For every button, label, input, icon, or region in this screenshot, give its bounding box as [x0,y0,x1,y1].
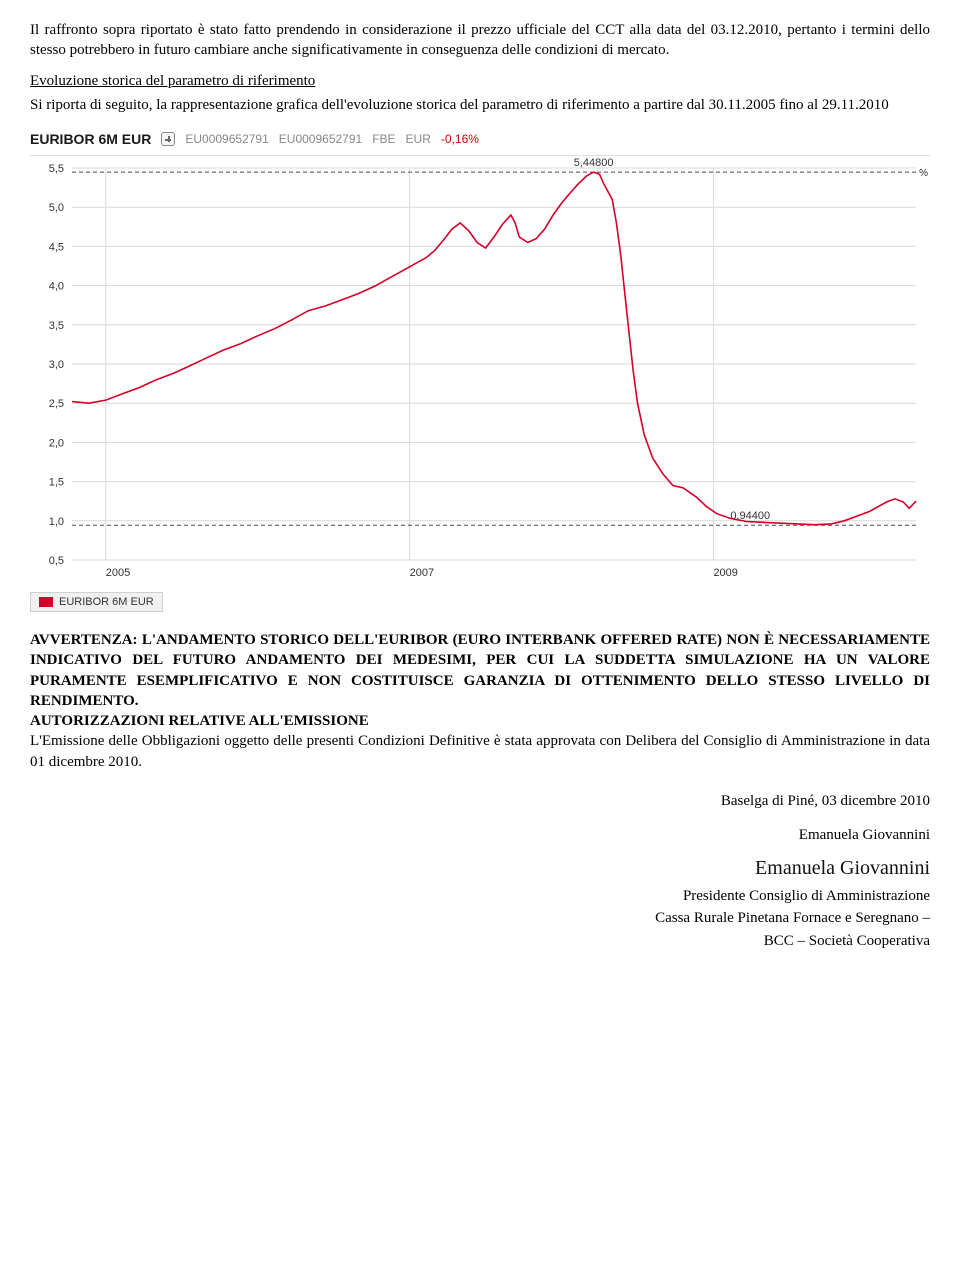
legend-swatch [39,597,53,607]
svg-text:4,0: 4,0 [49,281,64,293]
svg-text:3,5: 3,5 [49,320,64,332]
chart-change-pct: -0,16% [441,132,479,146]
legend-label: EURIBOR 6M EUR [59,596,154,608]
expand-icon[interactable] [161,132,175,146]
svg-text:0,94400: 0,94400 [730,510,770,522]
intro-paragraph-1: Il raffronto sopra riportato è stato fat… [30,20,930,61]
svg-text:1,0: 1,0 [49,516,64,528]
place-date: Baselga di Piné, 03 dicembre 2010 [30,790,930,813]
evolution-heading-wrap: Evoluzione storica del parametro di rife… [30,71,930,91]
warning-block: AVVERTENZA: L'ANDAMENTO STORICO DELL'EUR… [30,630,930,772]
chart-plot-area: 0,5 1,0 1,5 2,0 2,5 3,0 3,5 4,0 4,5 5,0 5,5 2005 200… [30,158,930,588]
svg-text:5,5: 5,5 [49,163,64,175]
chart-isin-2: EU0009652791 [279,132,362,146]
svg-text:1,5: 1,5 [49,477,64,489]
signatory-role-2: Cassa Rurale Pinetana Fornace e Seregnan… [30,907,930,930]
svg-text:2007: 2007 [410,567,434,579]
svg-text:2005: 2005 [106,567,130,579]
svg-text:2,5: 2,5 [49,398,64,410]
svg-text:2009: 2009 [713,567,737,579]
chart-title: EURIBOR 6M EUR [30,131,151,147]
svg-text:4,5: 4,5 [49,241,64,253]
intro-paragraph-2: Si riporta di seguito, la rappresentazio… [30,95,930,115]
chart-legend: EURIBOR 6M EUR [30,592,163,612]
svg-text:5,44800: 5,44800 [574,158,614,169]
chart-isin-1: EU0009652791 [185,132,268,146]
svg-text:3,0: 3,0 [49,359,64,371]
handwritten-signature: Emanuela Giovannini [30,853,930,883]
chart-header: EURIBOR 6M EUR EU0009652791 EU0009652791… [30,127,930,156]
svg-text:5,0: 5,0 [49,202,64,214]
signatory-role-3: BCC – Società Cooperativa [30,930,930,953]
signatory-name: Emanuela Giovannini [30,824,930,847]
svg-text:%: % [919,168,928,179]
warning-text: AVVERTENZA: L'ANDAMENTO STORICO DELL'EUR… [30,632,930,709]
svg-text:2,0: 2,0 [49,437,64,449]
chart-exchange: FBE [372,132,395,146]
euribor-chart: EURIBOR 6M EUR EU0009652791 EU0009652791… [30,127,930,612]
signatory-role-1: Presidente Consiglio di Amministrazione [30,885,930,908]
authorizations-text: L'Emissione delle Obbligazioni oggetto d… [30,733,930,769]
signature-block: Baselga di Piné, 03 dicembre 2010 Emanue… [30,790,930,953]
svg-text:0,5: 0,5 [49,555,64,567]
authorizations-heading: AUTORIZZAZIONI RELATIVE ALL'EMISSIONE [30,713,369,729]
chart-currency: EUR [406,132,431,146]
evolution-heading: Evoluzione storica del parametro di rife… [30,73,315,89]
